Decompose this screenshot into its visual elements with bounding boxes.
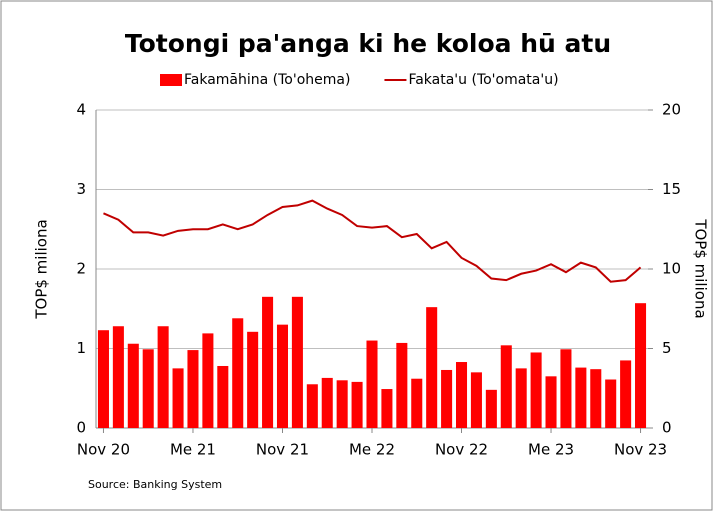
- legend-swatch: [160, 74, 182, 86]
- bar: [142, 349, 154, 428]
- bar: [276, 324, 289, 428]
- bar: [336, 380, 348, 428]
- legend-label: Fakata'u (To'omata'u): [408, 72, 558, 88]
- line: [103, 199, 642, 283]
- bar: [590, 369, 602, 428]
- x-tick-label: Nov 23: [614, 441, 667, 459]
- bar: [455, 362, 468, 428]
- bar: [202, 333, 214, 428]
- y2-tick-label: 15: [662, 180, 681, 198]
- source: Source: Banking System: [88, 478, 222, 491]
- bar: [127, 343, 139, 428]
- bar: [306, 384, 318, 428]
- y-tick-label: 0: [76, 419, 86, 437]
- bar: [411, 378, 423, 428]
- bar: [112, 326, 124, 428]
- bar: [291, 296, 303, 428]
- bar: [530, 352, 542, 428]
- x-tick-label: Me 21: [170, 441, 216, 459]
- x-tick-label: Nov 21: [256, 441, 309, 459]
- bar: [247, 331, 259, 428]
- bar: [545, 376, 557, 428]
- bar: [635, 303, 647, 428]
- bar: [560, 349, 572, 428]
- bar: [515, 368, 527, 428]
- bar: [426, 307, 438, 428]
- bar: [366, 340, 378, 428]
- bar: [232, 318, 244, 428]
- bar: [470, 372, 482, 428]
- y-axis-label: TOP$ miliona: [33, 219, 51, 319]
- bar: [351, 381, 363, 428]
- y-tick-label: 1: [76, 339, 86, 357]
- bar: [262, 296, 274, 428]
- y-tick-label: 3: [76, 180, 86, 198]
- bar: [575, 367, 587, 428]
- x-tick-label: Nov 20: [77, 441, 130, 459]
- bar: [157, 326, 169, 428]
- bar: [485, 389, 497, 428]
- x-tick-label: Me 23: [528, 441, 574, 459]
- x-tick-label: Me 22: [349, 441, 395, 459]
- bar: [217, 365, 229, 428]
- bar: [396, 342, 408, 428]
- y2-tick-label: 0: [662, 419, 672, 437]
- bar: [381, 389, 393, 428]
- bar: [500, 345, 512, 428]
- y2-tick-label: 10: [662, 260, 681, 278]
- y-tick-label: 4: [76, 101, 86, 119]
- bar: [620, 360, 632, 428]
- y2-tick-label: 5: [662, 339, 672, 357]
- bar: [97, 330, 109, 428]
- y2-axis-label: TOP$ miliona: [692, 218, 710, 318]
- bar: [321, 377, 333, 428]
- legend-label: Fakamāhina (To'ohema): [184, 72, 350, 88]
- x-tick-label: Nov 22: [435, 441, 488, 459]
- bar: [187, 350, 199, 428]
- chart-title: Totongi pa'anga ki he koloa hū atu: [125, 29, 611, 58]
- bar: [172, 368, 184, 428]
- y-tick-label: 2: [76, 260, 86, 278]
- bar: [441, 369, 453, 428]
- bar: [605, 379, 617, 428]
- y2-tick-label: 20: [662, 101, 681, 119]
